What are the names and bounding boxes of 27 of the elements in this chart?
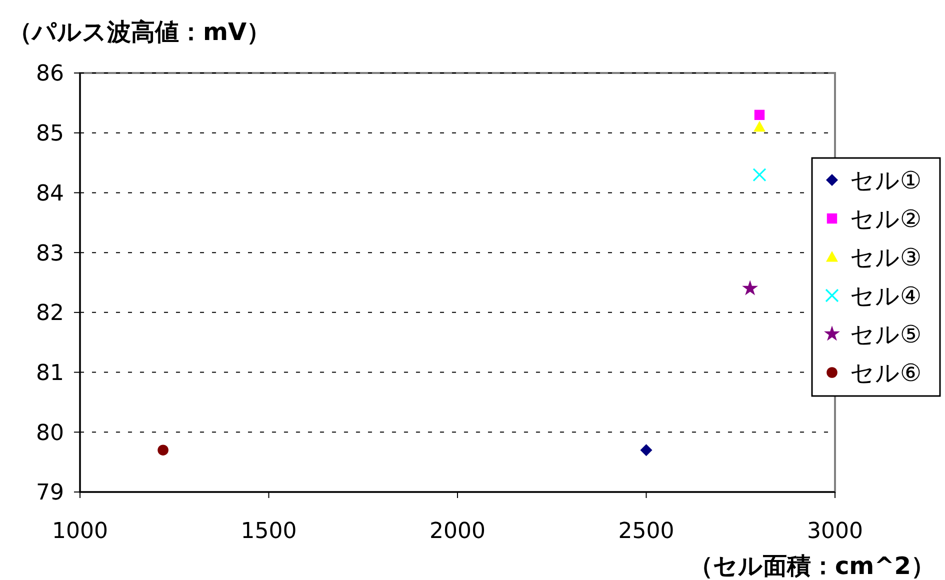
y-tick-label: 85 (36, 122, 64, 147)
x-tick-label: 2000 (430, 519, 486, 544)
point (752, 168, 766, 182)
y-tick-label: 80 (36, 420, 64, 446)
legend-label: セル⑥ (850, 358, 922, 387)
legend-label: セル② (850, 204, 922, 233)
point (158, 444, 168, 456)
x-tick-label: 3000 (807, 519, 863, 544)
y-tick-label: 79 (36, 480, 64, 506)
point (742, 280, 758, 296)
point (640, 444, 652, 456)
y-tick-label: 84 (36, 181, 64, 206)
legend-label: セル④ (850, 282, 922, 310)
point (754, 120, 766, 132)
y-tick-label: 86 (36, 62, 64, 87)
x-tick-label: 1000 (52, 519, 108, 544)
legend-label: セル① (850, 166, 922, 194)
point (754, 110, 765, 120)
x-tick-label: 2500 (618, 519, 674, 544)
y-axis-title: （パルス波高値：mV） (8, 18, 271, 46)
y-tick-label: 83 (36, 241, 64, 266)
y-tick-label: 81 (36, 360, 64, 386)
y-tick-label: 82 (36, 301, 64, 326)
x-axis-title: （セル面積：cm^2） (688, 552, 935, 580)
legend-label: セル③ (850, 243, 922, 272)
x-tick-label: 1500 (240, 519, 297, 544)
legend-label: セル⑤ (850, 320, 922, 348)
